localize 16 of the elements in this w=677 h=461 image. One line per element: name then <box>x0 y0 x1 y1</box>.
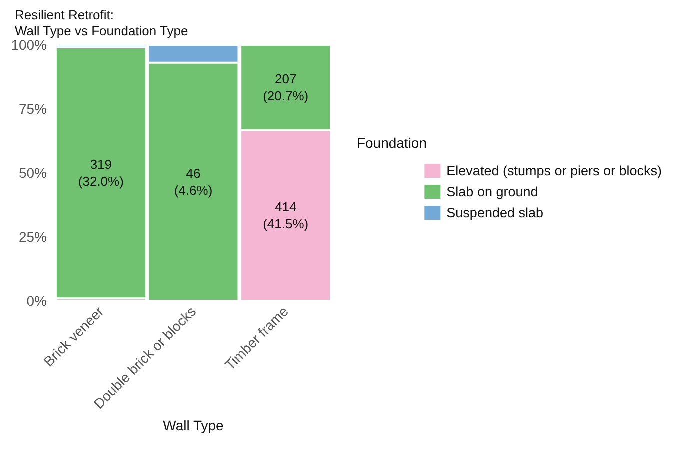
y-tick-label: 25% <box>18 229 47 245</box>
y-tick-label: 0% <box>26 293 47 309</box>
chart-title: Resilient Retrofit: Wall Type vs Foundation Type <box>15 8 188 38</box>
y-tick-label: 50% <box>18 165 47 181</box>
annotation: 319 (32.0%) <box>78 157 124 189</box>
annotation: 414 (41.5%) <box>263 200 309 232</box>
legend-label: Slab on ground <box>446 184 538 200</box>
x-axis-title: Wall Type <box>163 417 224 434</box>
bar <box>56 48 146 298</box>
annotation: 207 (20.7%) <box>263 72 309 104</box>
legend-label: Elevated (stumps or piers or blocks) <box>446 164 662 178</box>
legend-label: Suspended slab <box>446 206 544 220</box>
y-tick-label: 100% <box>11 37 47 53</box>
y-tick-label: 75% <box>18 101 47 117</box>
legend-title: Foundation <box>356 135 428 151</box>
annotation: 46 (4.6%) <box>174 166 213 198</box>
